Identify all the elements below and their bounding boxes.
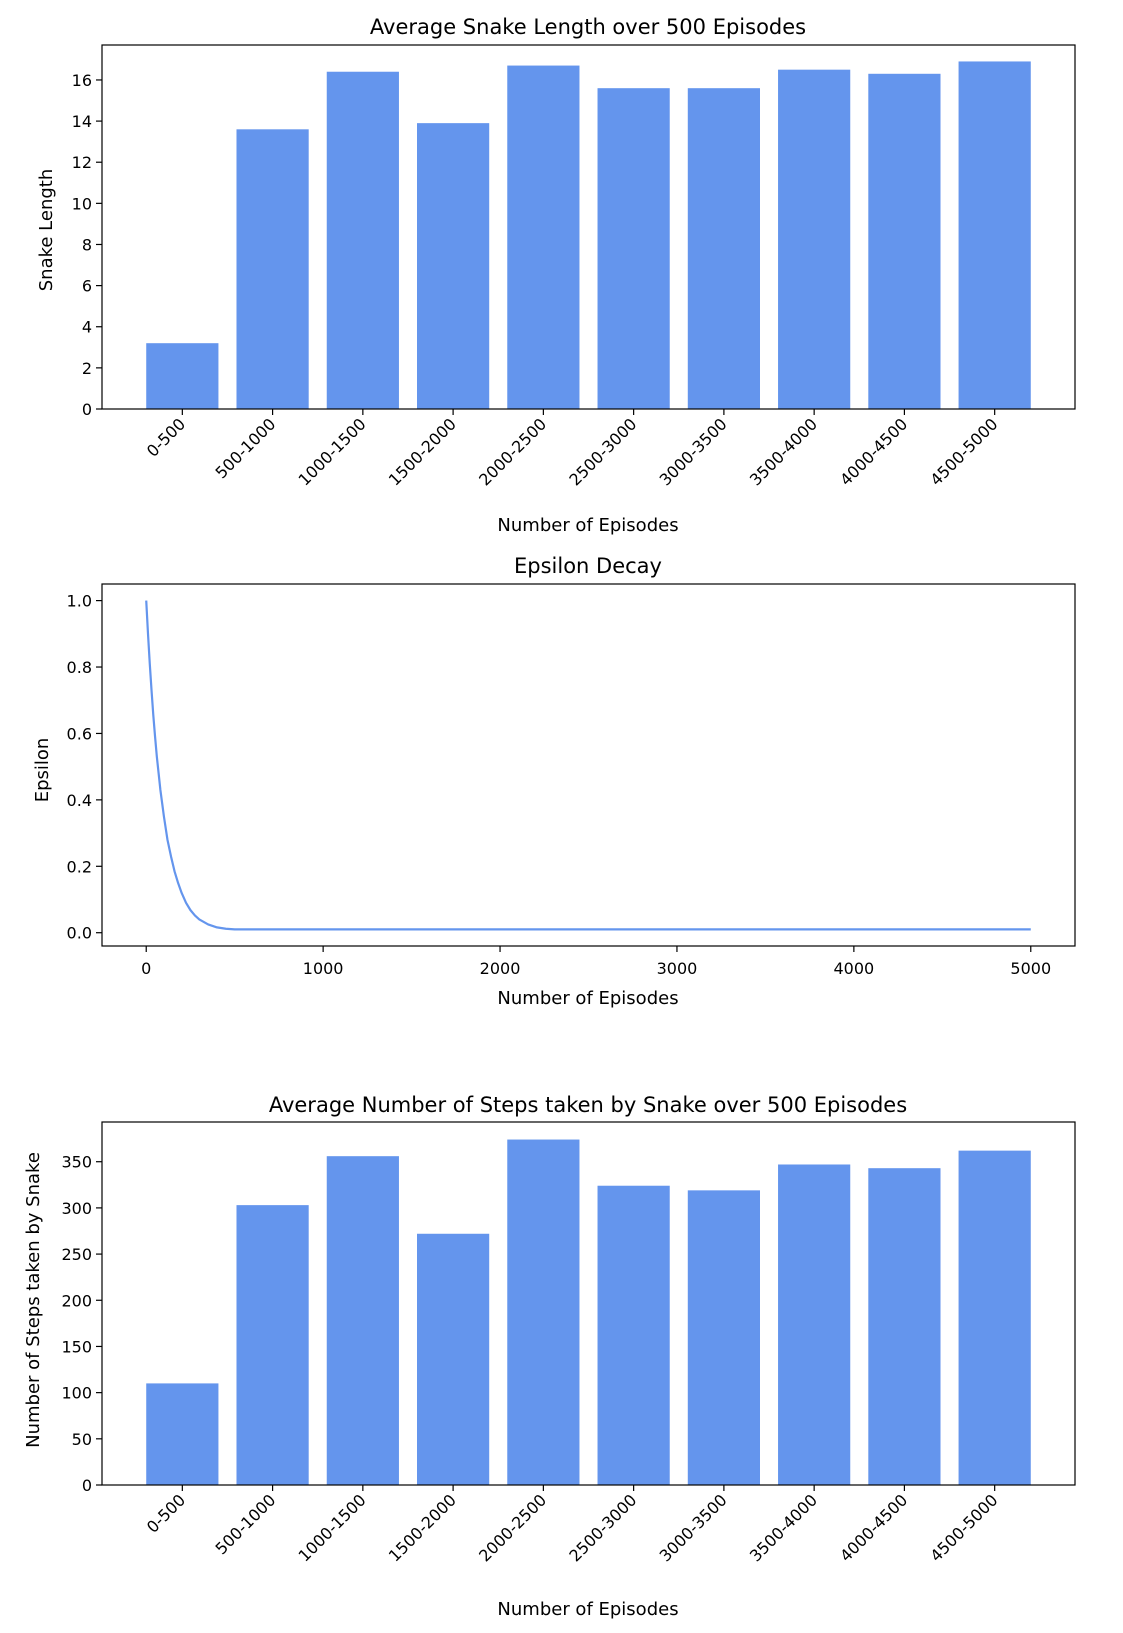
plot-frame: [101, 44, 1076, 410]
bar: [868, 1168, 941, 1485]
epsilon-line: [145, 600, 1031, 931]
snake-length-chart: Average Snake Length over 500 Episodes N…: [36, 15, 1076, 536]
y-tick-label: 12: [72, 153, 92, 172]
y-tick-label: 0.8: [67, 658, 92, 677]
x-axis-label: Number of Episodes: [497, 515, 678, 536]
y-axis-ticks: 0.0 0.2 0.4 0.6 0.8 1.0: [67, 592, 102, 943]
y-tick-label: 0.0: [67, 924, 92, 943]
y-axis-label: Number of Steps taken by Snake: [23, 1152, 44, 1448]
bar: [146, 1383, 219, 1485]
epsilon-decay-chart: Epsilon Decay Number of Episodes Epsilon…: [32, 554, 1076, 1009]
chart-title: Average Number of Steps taken by Snake o…: [269, 1093, 907, 1117]
y-tick-label: 6: [82, 277, 92, 296]
bar: [417, 1233, 490, 1485]
bar: [236, 129, 309, 409]
bar: [507, 1139, 580, 1485]
y-tick-label: 150: [61, 1337, 92, 1356]
bar: [597, 1185, 670, 1485]
y-axis-ticks: 0 50 100 150 200 250 300 350: [61, 1153, 102, 1495]
y-tick-label: 0.2: [67, 857, 92, 876]
x-tick-label: 3000: [657, 959, 698, 978]
y-tick-label: 2: [82, 359, 92, 378]
plot-frame: [101, 583, 1076, 947]
bar: [778, 69, 851, 409]
y-tick-label: 300: [61, 1199, 92, 1218]
x-tick-label: 1000: [303, 959, 344, 978]
bar-series: [146, 61, 1031, 410]
x-tick-label: 2000: [480, 959, 521, 978]
bar-series: [146, 1139, 1031, 1485]
x-axis-label: Number of Episodes: [497, 1599, 678, 1620]
y-tick-label: 8: [82, 235, 92, 254]
y-tick-label: 0: [82, 1476, 92, 1495]
y-tick-label: 50: [72, 1430, 92, 1449]
x-tick-label: 4000: [834, 959, 875, 978]
bar: [326, 1156, 399, 1485]
x-axis-ticks: 0 1000 2000 3000 4000 5000: [141, 946, 1051, 978]
y-tick-label: 16: [72, 71, 92, 90]
bar: [507, 65, 580, 409]
bar: [597, 88, 670, 410]
line-series: [145, 600, 1031, 931]
y-tick-label: 10: [72, 194, 92, 213]
bar: [868, 73, 941, 410]
chart-title: Epsilon Decay: [514, 554, 662, 578]
bar: [778, 1164, 851, 1485]
y-tick-label: 0: [82, 400, 92, 419]
y-axis-label: Snake Length: [36, 169, 57, 292]
y-tick-label: 250: [61, 1245, 92, 1264]
bar: [687, 1190, 760, 1485]
y-tick-label: 200: [61, 1291, 92, 1310]
plot-frame: [101, 1121, 1076, 1486]
chart-title: Average Snake Length over 500 Episodes: [370, 15, 806, 39]
y-axis-label: Epsilon: [32, 738, 53, 803]
bar: [958, 1150, 1031, 1485]
y-tick-label: 100: [61, 1384, 92, 1403]
bar: [417, 123, 490, 409]
bar: [146, 343, 219, 409]
y-tick-label: 14: [72, 112, 92, 131]
bar: [958, 61, 1031, 410]
x-tick-label: 0: [141, 959, 151, 978]
bar: [687, 88, 760, 410]
x-tick-label: 5000: [1010, 959, 1051, 978]
y-tick-label: 0.6: [67, 724, 92, 743]
y-tick-label: 350: [61, 1153, 92, 1172]
y-tick-label: 4: [82, 318, 92, 337]
y-axis-ticks: 0 2 4 6 8 10 12 14 16: [72, 71, 102, 419]
bar: [236, 1205, 309, 1485]
x-axis-label: Number of Episodes: [497, 988, 678, 1009]
bar: [326, 71, 399, 409]
y-tick-label: 1.0: [67, 592, 92, 611]
y-tick-label: 0.4: [67, 791, 92, 810]
